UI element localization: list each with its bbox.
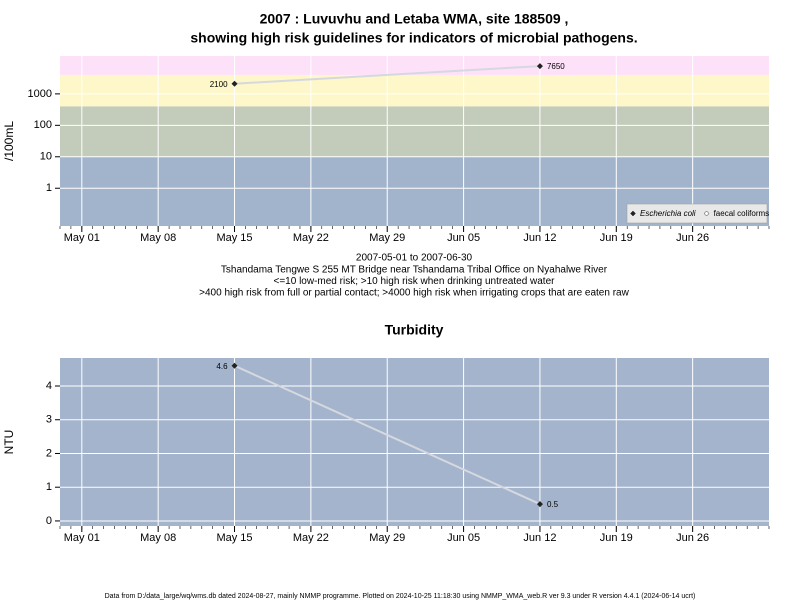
data-point <box>231 80 238 87</box>
x-tick-label: May 29 <box>369 532 405 544</box>
risk-band <box>60 56 769 75</box>
y-tick-label: 1000 <box>28 88 52 100</box>
legend-marker <box>703 210 710 217</box>
y-tick-label: 1 <box>46 481 52 493</box>
x-tick-label: Jun 19 <box>600 232 633 244</box>
y-tick-label: 1 <box>46 182 52 194</box>
series-line <box>234 364 541 505</box>
x-tick-label: Jun 12 <box>523 532 556 544</box>
footer: Data from D:/data_large/wq/wms.db dated … <box>105 593 696 600</box>
chart-title: 2007 : Luvuvhu and Letaba WMA, site 1885… <box>260 11 569 27</box>
x-tick-label: May 22 <box>293 532 329 544</box>
y-axis-label: /100mL <box>2 121 16 161</box>
value-label: 4.6 <box>216 362 228 371</box>
chart-title: Turbidity <box>385 322 444 338</box>
x-tick-label: May 29 <box>369 232 405 244</box>
risk-band <box>60 106 769 157</box>
value-label: 7650 <box>547 62 565 71</box>
data-point <box>536 501 543 508</box>
x-tick-label: May 01 <box>64 532 100 544</box>
y-tick-label: 0 <box>46 515 52 527</box>
x-tick-label: May 15 <box>216 232 252 244</box>
subtitle-note: Tshandama Tengwe S 255 MT Bridge near Ts… <box>221 264 608 275</box>
x-tick-label: May 15 <box>216 532 252 544</box>
x-tick-label: Jun 12 <box>523 232 556 244</box>
x-tick-label: May 08 <box>140 532 176 544</box>
data-point <box>536 63 543 70</box>
x-tick-label: May 22 <box>293 232 329 244</box>
legend-box <box>626 203 768 224</box>
x-tick-label: May 01 <box>64 232 100 244</box>
y-tick-label: 3 <box>46 414 52 426</box>
x-tick-label: Jun 26 <box>676 532 709 544</box>
plot-background <box>60 358 769 526</box>
y-tick-label: 4 <box>46 380 52 392</box>
x-tick-label: Jun 26 <box>676 232 709 244</box>
y-tick-label: 10 <box>40 151 52 163</box>
y-tick-label: 2 <box>46 447 52 459</box>
data-point <box>231 362 238 369</box>
series-line <box>234 65 540 85</box>
y-axis-label: NTU <box>2 430 16 455</box>
legend-marker <box>630 210 636 217</box>
legend-label: faecal coliforms <box>714 209 770 218</box>
value-label: 2100 <box>210 80 228 89</box>
x-tick-label: Jun 05 <box>447 232 480 244</box>
x-tick-label: Jun 05 <box>447 532 480 544</box>
y-tick-label: 100 <box>34 119 52 131</box>
x-tick-label: May 08 <box>140 232 176 244</box>
subtitle-note: 2007-05-01 to 2007-06-30 <box>356 253 473 264</box>
subtitle-note: <=10 low-med risk; >10 high risk when dr… <box>274 276 556 287</box>
risk-band <box>60 74 769 107</box>
x-tick-label: Jun 19 <box>600 532 633 544</box>
subtitle-note: >400 high risk from full or partial cont… <box>199 288 629 299</box>
chart-title: showing high risk guidelines for indicat… <box>190 30 637 46</box>
legend-label: Escherichia coli <box>640 209 696 218</box>
value-label: 0.5 <box>547 500 559 509</box>
